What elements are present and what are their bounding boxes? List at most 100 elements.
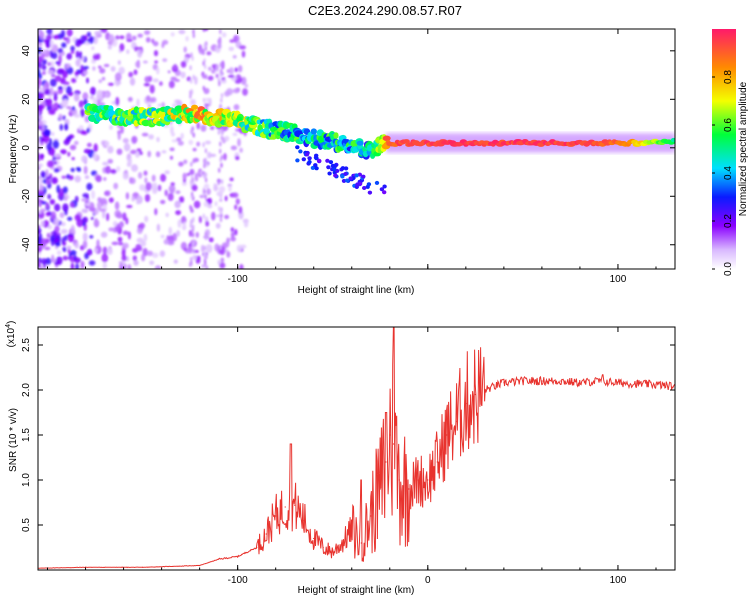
noise-blob <box>176 137 182 142</box>
noise-streak <box>219 217 223 223</box>
noise-blob <box>80 129 86 135</box>
noise-blob <box>65 64 70 69</box>
noise-blob <box>127 264 132 269</box>
noise-blob <box>170 132 176 137</box>
noise-blob <box>159 250 166 257</box>
noise-blob <box>151 174 156 182</box>
noise-streak <box>192 224 195 230</box>
noise-blob <box>38 61 42 69</box>
noise-blob <box>148 134 155 140</box>
snr-point <box>393 443 395 445</box>
noise-blob <box>199 194 205 199</box>
noise-blob <box>93 35 98 45</box>
noise-blob <box>239 45 246 50</box>
noise-blob <box>224 214 230 220</box>
noise-blob <box>170 32 175 37</box>
noise-blob <box>169 147 175 152</box>
noise-blob <box>63 37 68 41</box>
noise-blob <box>67 151 71 157</box>
spur-blob <box>340 166 346 171</box>
noise-blob <box>75 263 79 269</box>
noise-blob <box>230 236 237 242</box>
snr-point <box>303 519 305 522</box>
noise-blob <box>109 125 113 130</box>
noise-blob <box>165 212 169 218</box>
noise-blob <box>160 199 166 205</box>
noise-blob <box>62 186 68 194</box>
noise-blob <box>63 196 68 201</box>
noise-blob <box>145 37 151 43</box>
noise-blob <box>94 217 98 225</box>
noise-blob <box>89 235 94 239</box>
noise-blob <box>127 231 131 240</box>
snr-point <box>522 380 524 382</box>
noise-blob <box>64 123 69 131</box>
spur-blob <box>343 172 348 176</box>
noise-blob <box>86 77 89 84</box>
noise-blob <box>130 149 137 155</box>
noise-blob <box>38 230 41 235</box>
noise-streak <box>218 206 221 212</box>
noise-blob <box>63 139 70 146</box>
noise-blob <box>38 137 41 143</box>
noise-streak <box>192 74 195 80</box>
spur-blob <box>295 145 300 150</box>
noise-streak <box>218 167 221 173</box>
figure-title: C2E3.2024.290.08.57.R07 <box>308 3 462 18</box>
noise-blob <box>239 264 244 269</box>
noise-blob <box>53 93 58 102</box>
noise-streak <box>202 60 205 66</box>
noise-blob <box>180 132 184 140</box>
noise-blob <box>117 60 121 65</box>
noise-blob <box>55 61 61 65</box>
noise-blob <box>125 217 129 225</box>
noise-blob <box>89 36 95 41</box>
noise-blob <box>90 86 96 96</box>
noise-blob <box>132 35 137 41</box>
noise-streak <box>202 73 205 79</box>
noise-streak <box>192 248 195 254</box>
noise-streak <box>219 62 223 68</box>
spur-blob <box>313 163 318 168</box>
noise-blob <box>39 31 45 40</box>
noise-streak <box>220 162 223 168</box>
noise-streak <box>191 130 194 135</box>
noise-blob <box>139 222 146 229</box>
noise-blob <box>143 233 148 242</box>
noise-blob <box>220 79 227 84</box>
noise-blob <box>242 88 248 96</box>
noise-blob <box>91 190 96 200</box>
noise-blob <box>203 201 209 207</box>
noise-streak <box>219 141 222 147</box>
noise-blob <box>211 69 216 74</box>
noise-blob <box>116 166 121 172</box>
noise-streak <box>190 191 194 197</box>
snr-plot-area <box>38 327 675 570</box>
noise-blob <box>48 109 56 115</box>
noise-blob <box>152 252 159 258</box>
noise-blob <box>62 203 69 212</box>
noise-blob <box>205 220 210 227</box>
noise-blob <box>59 124 64 131</box>
noise-streak <box>220 68 223 74</box>
noise-streak <box>219 244 222 250</box>
noise-blob <box>228 67 234 75</box>
snr-point <box>322 546 324 549</box>
noise-blob <box>93 248 98 253</box>
noise-streak <box>204 172 208 178</box>
noise-blob <box>170 76 177 81</box>
snr-point <box>617 382 619 384</box>
noise-blob <box>232 55 237 59</box>
noise-blob <box>176 230 181 237</box>
noise-blob <box>128 71 134 78</box>
noise-streak <box>189 262 192 267</box>
noise-blob <box>61 42 67 48</box>
snr-point <box>541 380 543 382</box>
noise-blob <box>239 147 243 153</box>
noise-blob <box>131 135 138 144</box>
noise-blob <box>52 34 60 40</box>
noise-blob <box>108 34 115 44</box>
noise-blob <box>84 175 90 180</box>
noise-blob <box>107 44 112 50</box>
